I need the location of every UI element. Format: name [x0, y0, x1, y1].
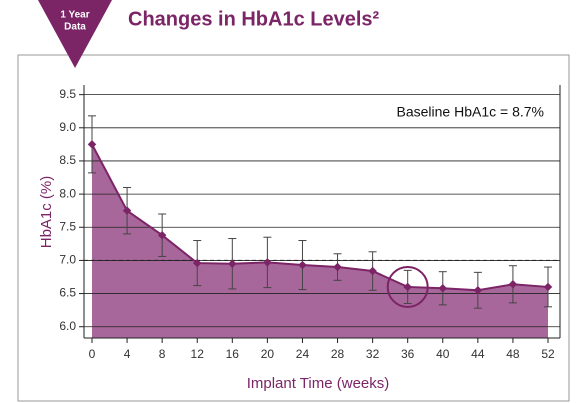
- marker: [368, 266, 377, 276]
- x-tick-label: 8: [159, 347, 166, 361]
- x-tick-label: 32: [366, 347, 380, 361]
- y-tick-label: 6.5: [59, 286, 76, 300]
- x-tick-label: 4: [124, 347, 131, 361]
- marker: [263, 258, 272, 267]
- line: [91, 143, 549, 292]
- marker: [508, 280, 518, 289]
- marker: [473, 286, 483, 295]
- x-tick-label: 36: [401, 347, 415, 361]
- x-tick-label: 0: [89, 347, 96, 361]
- y-tick-label: 6.0: [59, 319, 76, 333]
- y-tick-label: 7.5: [59, 219, 76, 233]
- marker: [192, 258, 202, 268]
- marker: [87, 140, 97, 149]
- x-tick-label: 44: [471, 347, 485, 361]
- marker: [298, 260, 307, 270]
- x-tick-label: 16: [226, 347, 240, 361]
- x-tick-label: 48: [506, 347, 520, 361]
- badge-text: Data: [64, 22, 86, 33]
- marker: [333, 262, 342, 272]
- marker: [228, 259, 237, 268]
- x-axis-label: Implant Time (weeks): [247, 375, 390, 392]
- y-tick-label: 8.5: [59, 153, 76, 167]
- x-tick-label: 28: [331, 347, 345, 361]
- x-tick-label: 52: [541, 347, 555, 361]
- marker: [157, 230, 167, 240]
- annotation-bg: [350, 100, 550, 124]
- y-tick-label: 7.0: [59, 253, 76, 267]
- y-tick-label: 9.0: [59, 120, 76, 134]
- marker: [438, 284, 448, 293]
- area: [92, 144, 548, 338]
- badge-text: 1 Year: [60, 10, 89, 21]
- y-tick-label: 9.5: [59, 87, 76, 101]
- chart-title: Changes in HbA1c Levels²: [128, 8, 380, 30]
- x-tick-label: 20: [261, 347, 275, 361]
- badge: [38, 0, 112, 68]
- y-tick-label: 8.0: [59, 186, 76, 200]
- y-axis-label: HbA1c (%): [38, 176, 55, 249]
- marker: [122, 206, 132, 215]
- marker: [403, 282, 412, 292]
- x-tick-label: 12: [191, 347, 205, 361]
- x-tick-label: 40: [436, 347, 450, 361]
- annotation: Baseline HbA1c = 8.7%: [397, 104, 544, 120]
- marker: [543, 282, 553, 292]
- x-tick-label: 24: [296, 347, 310, 361]
- highlight-circle: [386, 265, 429, 308]
